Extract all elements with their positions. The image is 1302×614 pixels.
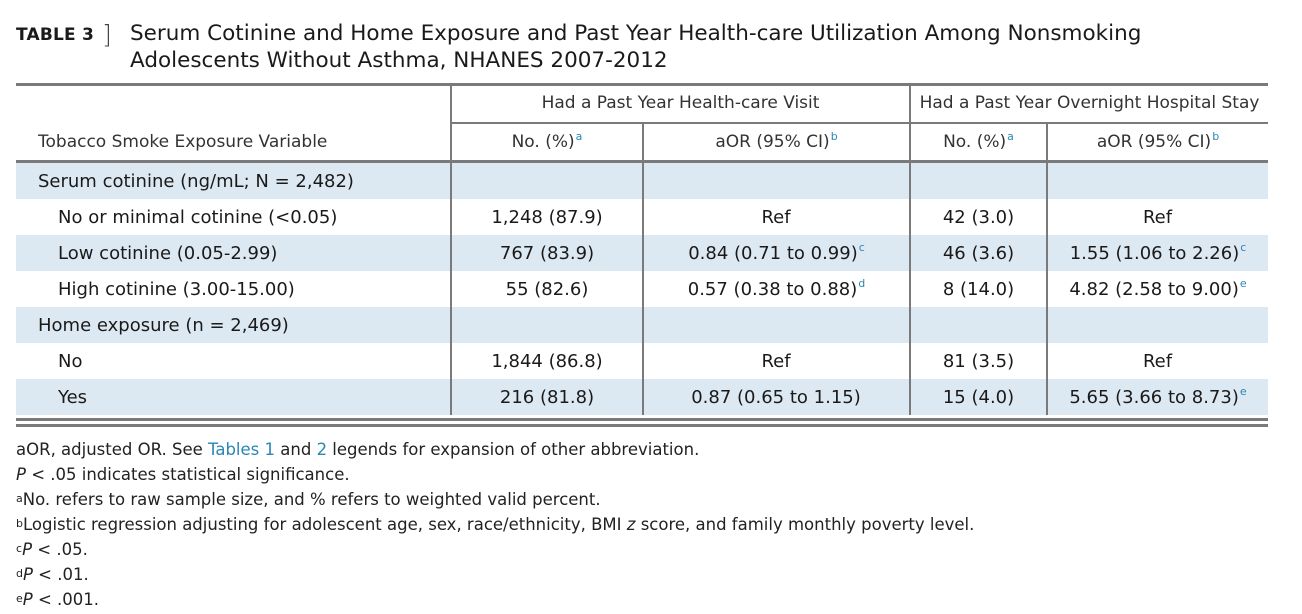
cell-stay-no: 8 (14.0) xyxy=(909,271,1047,307)
row-label: Home exposure (n = 2,469) xyxy=(38,314,289,336)
footnote-d: dP < .01. xyxy=(16,565,89,584)
corner-cell xyxy=(16,84,451,123)
table-row: Serum cotinine (ng/mL; N = 2,482) xyxy=(16,161,1268,199)
row-label: Serum cotinine (ng/mL; N = 2,482) xyxy=(38,170,354,192)
footnote-abbrev: aOR, adjusted OR. See Tables 1 and 2 leg… xyxy=(16,440,700,459)
table-footnotes: aOR, adjusted OR. See Tables 1 and 2 leg… xyxy=(16,437,974,612)
group-header-stay: Had a Past Year Overnight Hospital Stay xyxy=(909,84,1268,124)
table-row: Home exposure (n = 2,469) xyxy=(16,307,1268,343)
col-header-stay-no: No. (%)a xyxy=(909,123,1047,162)
cell-stay-no xyxy=(909,307,1047,343)
footnote-a: aNo. refers to raw sample size, and % re… xyxy=(16,490,601,509)
col-header-stay-aor: aOR (95% CI)b xyxy=(1046,123,1268,162)
table-row: Yes 216 (81.8) 0.87 (0.65 to 1.15) 15 (4… xyxy=(16,379,1268,415)
data-table: Had a Past Year Health-care Visit Had a … xyxy=(16,84,1268,415)
table-row: No 1,844 (86.8) Ref 81 (3.5) Ref xyxy=(16,343,1268,379)
caption-bracket: ] xyxy=(102,20,112,49)
column-header-row: Tobacco Smoke Exposure Variable No. (%)a… xyxy=(16,123,1268,162)
bottom-rule-2 xyxy=(16,424,1268,427)
footnote-significance: P < .05 indicates statistical significan… xyxy=(16,465,350,484)
cell-stay-no: 15 (4.0) xyxy=(909,379,1047,415)
cell-visit-no: 1,844 (86.8) xyxy=(450,343,643,379)
cell-visit-aor xyxy=(642,307,910,343)
cell-stay-no xyxy=(909,161,1047,199)
cell-stay-aor xyxy=(1046,307,1268,343)
cell-visit-no: 216 (81.8) xyxy=(450,379,643,415)
table-row: Low cotinine (0.05-2.99) 767 (83.9) 0.84… xyxy=(16,235,1268,271)
row-label: High cotinine (3.00-15.00) xyxy=(58,278,295,300)
table-label: TABLE 3 xyxy=(16,25,94,45)
cell-stay-no: 81 (3.5) xyxy=(909,343,1047,379)
cell-visit-no: 1,248 (87.9) xyxy=(450,199,643,235)
group-header-row: Had a Past Year Health-care Visit Had a … xyxy=(16,84,1268,124)
col-header-visit-aor: aOR (95% CI)b xyxy=(642,123,910,162)
cell-stay-no: 42 (3.0) xyxy=(909,199,1047,235)
cell-stay-no: 46 (3.6) xyxy=(909,235,1047,271)
footnote-c: cP < .05. xyxy=(16,540,88,559)
table-2-link[interactable]: 2 xyxy=(316,440,328,459)
cell-visit-aor: 0.87 (0.65 to 1.15) xyxy=(642,379,910,415)
cell-stay-aor: 1.55 (1.06 to 2.26)c xyxy=(1046,235,1268,271)
col-header-variable: Tobacco Smoke Exposure Variable xyxy=(38,131,328,152)
cell-visit-aor: 0.57 (0.38 to 0.88)d xyxy=(642,271,910,307)
cell-visit-aor: Ref xyxy=(642,343,910,379)
row-label: No xyxy=(58,350,83,372)
cell-stay-aor: 4.82 (2.58 to 9.00)e xyxy=(1046,271,1268,307)
row-label: Yes xyxy=(58,386,88,408)
table-row: High cotinine (3.00-15.00) 55 (82.6) 0.5… xyxy=(16,271,1268,307)
cell-visit-aor: 0.84 (0.71 to 0.99)c xyxy=(642,235,910,271)
cell-stay-aor xyxy=(1046,161,1268,199)
footnote-b: bLogistic regression adjusting for adole… xyxy=(16,515,975,534)
bottom-rule-1 xyxy=(16,418,1268,421)
row-label: Low cotinine (0.05-2.99) xyxy=(58,242,278,264)
cell-visit-no xyxy=(450,307,643,343)
cell-visit-aor xyxy=(642,161,910,199)
table-title: Serum Cotinine and Home Exposure and Pas… xyxy=(130,20,1270,74)
table-title-line1: Serum Cotinine and Home Exposure and Pas… xyxy=(130,21,1142,46)
cell-stay-aor: 5.65 (3.66 to 8.73)e xyxy=(1046,379,1268,415)
cell-visit-no: 55 (82.6) xyxy=(450,271,643,307)
cell-stay-aor: Ref xyxy=(1046,199,1268,235)
group-header-visit: Had a Past Year Health-care Visit xyxy=(450,84,910,124)
col-header-visit-no: No. (%)a xyxy=(450,123,643,162)
tables-1-link[interactable]: Tables 1 xyxy=(208,440,276,459)
table-row: No or minimal cotinine (<0.05) 1,248 (87… xyxy=(16,199,1268,235)
row-label: No or minimal cotinine (<0.05) xyxy=(58,206,338,228)
table-title-line2: Adolescents Without Asthma, NHANES 2007-… xyxy=(130,48,668,73)
cell-visit-aor: Ref xyxy=(642,199,910,235)
cell-visit-no xyxy=(450,161,643,199)
cell-stay-aor: Ref xyxy=(1046,343,1268,379)
footnote-e: eP < .001. xyxy=(16,590,100,609)
cell-visit-no: 767 (83.9) xyxy=(450,235,643,271)
